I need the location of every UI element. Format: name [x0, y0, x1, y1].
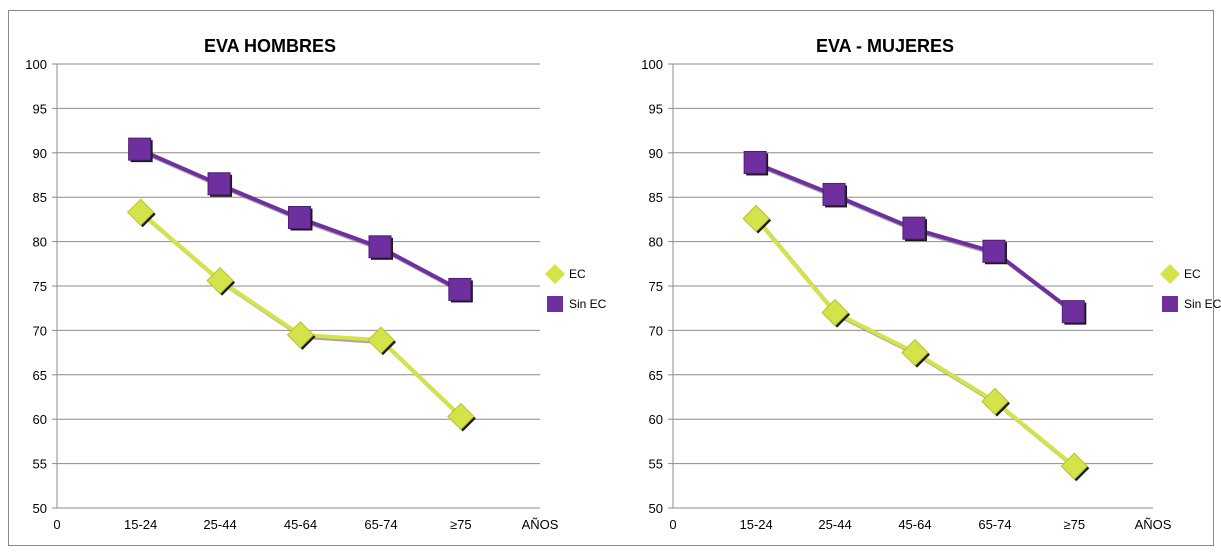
y-tick-label: 85 [33, 190, 47, 205]
y-tick-label: 85 [649, 190, 663, 205]
point-marker-square [982, 239, 1006, 263]
x-tick-label: 45-64 [284, 517, 317, 532]
point-marker-square [287, 206, 311, 230]
y-tick-label: 80 [649, 235, 663, 250]
y-tick-label: 75 [649, 279, 663, 294]
x-tick-label: 15-24 [124, 517, 157, 532]
series-line-shadow [141, 212, 465, 420]
y-tick-label: 50 [649, 501, 663, 516]
x-axis-title: AÑOS [522, 517, 559, 532]
y-tick-label: 70 [33, 323, 47, 338]
chart-title: EVA - MUJERES [816, 36, 954, 56]
point-marker-square [207, 172, 231, 196]
y-tick-label: 100 [25, 57, 47, 72]
point-marker-diamond [901, 338, 929, 367]
point-marker-square [368, 235, 392, 259]
x-axis-title: AÑOS [1135, 517, 1172, 532]
y-tick-label: 55 [33, 457, 47, 472]
point-marker-diamond [742, 204, 770, 233]
legend-swatch-square [547, 296, 563, 312]
x-tick-label: ≥75 [1064, 517, 1086, 532]
point-marker-square [822, 182, 846, 206]
point-marker-diamond [126, 198, 155, 227]
y-tick-label: 80 [33, 235, 47, 250]
point-marker-diamond [367, 326, 395, 354]
point-marker-diamond [1060, 452, 1089, 480]
y-tick-label: 70 [649, 323, 663, 338]
x-tick-label: 15-24 [740, 517, 773, 532]
x-tick-label: 45-64 [898, 517, 931, 532]
x-tick-label: 25-44 [203, 517, 236, 532]
y-tick-label: 60 [33, 412, 47, 427]
legend-swatch-square [1162, 296, 1178, 312]
legend-swatch-diamond [545, 264, 565, 284]
y-tick-label: 95 [649, 101, 663, 116]
legend-label: EC [569, 267, 586, 281]
y-tick-label: 65 [649, 368, 663, 383]
point-marker-square [448, 277, 472, 301]
point-marker-square [128, 137, 152, 161]
x-tick-label-origin: 0 [53, 517, 60, 532]
legend-label: Sin EC [1184, 297, 1221, 311]
y-tick-label: 65 [33, 368, 47, 383]
x-tick-label: 65-74 [978, 517, 1011, 532]
y-tick-label: 60 [649, 412, 663, 427]
y-tick-label: 90 [33, 146, 47, 161]
point-marker-diamond [981, 387, 1009, 416]
point-marker-square [902, 216, 926, 240]
x-tick-label: 25-44 [818, 517, 851, 532]
point-marker-diamond [206, 266, 234, 295]
x-tick-label: ≥75 [450, 517, 472, 532]
y-tick-label: 50 [33, 501, 47, 516]
y-tick-label: 55 [649, 457, 663, 472]
chart-hombres: EVA HOMBRES 50 55 60 65 70 75 80 85 90 95 100 0 15-24… [25, 36, 606, 532]
point-marker-diamond [447, 402, 475, 431]
y-tick-label: 75 [33, 279, 47, 294]
legend-swatch-diamond [1160, 264, 1180, 284]
y-tick-label: 90 [649, 146, 663, 161]
series-line-ec [139, 210, 463, 418]
x-tick-label: 65-74 [364, 517, 397, 532]
chart-title: EVA HOMBRES [204, 36, 336, 56]
y-tick-label: 100 [641, 57, 663, 72]
point-marker-square [1061, 300, 1085, 324]
point-marker-square [743, 150, 767, 174]
chart-frame [8, 10, 1214, 546]
point-marker-diamond [821, 298, 849, 327]
point-marker-diamond [286, 321, 315, 349]
legend-label: EC [1184, 267, 1201, 281]
legend-label: Sin EC [569, 297, 607, 311]
chart-mujeres: EVA - MUJERES 50 55 60 65 70 75 80 85 90 95 100 0 15-… [641, 36, 1221, 532]
y-tick-label: 95 [33, 101, 47, 116]
x-tick-label-origin: 0 [669, 517, 676, 532]
